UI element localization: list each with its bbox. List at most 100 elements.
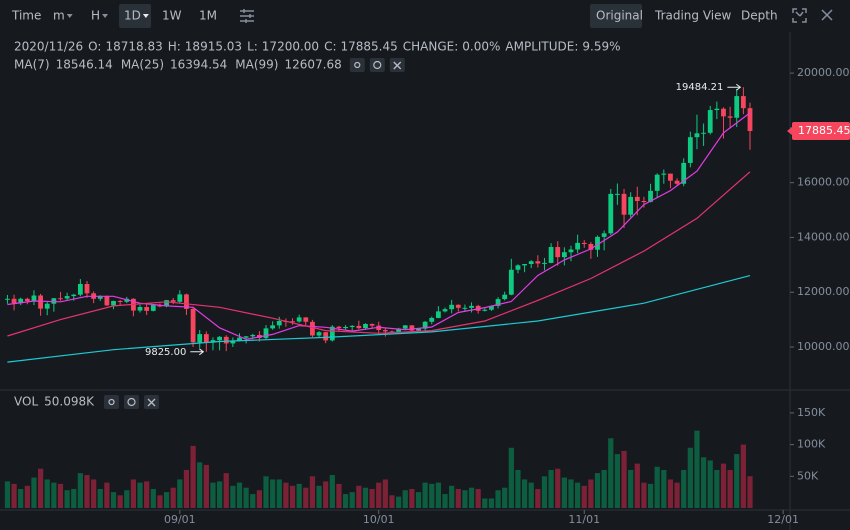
volume-bar	[91, 479, 97, 508]
candle-body	[561, 252, 567, 258]
y-tick-label: 10000.00	[797, 340, 850, 353]
interval-button[interactable]: m	[53, 9, 65, 23]
candle-body	[190, 308, 196, 343]
eye-glyph	[108, 398, 115, 406]
volume-bar	[197, 462, 203, 508]
legend-value: 9.59%	[582, 40, 620, 54]
candle-body	[64, 296, 70, 299]
candle-body	[542, 262, 547, 264]
interval-button[interactable]: 1W	[162, 9, 182, 23]
candle-body	[164, 300, 169, 307]
volume-bar	[734, 454, 740, 508]
volume-bar	[289, 485, 296, 508]
volume-bar	[316, 485, 322, 508]
view-button[interactable]: Trading View	[654, 9, 732, 23]
volume-bar	[64, 490, 70, 508]
volume-bar	[614, 454, 620, 508]
candle-body	[5, 298, 10, 300]
candle-body	[515, 265, 521, 270]
volume-bar	[24, 485, 30, 508]
volume-bar	[435, 482, 441, 508]
candle-body	[217, 336, 222, 341]
interval-button[interactable]: 1M	[199, 9, 217, 23]
x-tick-label: 11/01	[568, 513, 600, 526]
view-button[interactable]: Original	[596, 9, 643, 23]
volume-bar	[714, 469, 720, 508]
y-tick-label: 16000.00	[797, 176, 850, 189]
candle-body	[714, 108, 720, 111]
settings-button[interactable]	[369, 58, 385, 72]
volume-bar	[270, 479, 276, 508]
volume-bar	[740, 444, 746, 508]
candle-body	[250, 334, 256, 337]
candle-body	[687, 137, 693, 163]
volume-bar	[342, 494, 349, 508]
candle-body	[502, 294, 508, 300]
volume-bar	[124, 490, 130, 508]
indicator-icon[interactable]	[240, 9, 254, 23]
fullscreen-icon[interactable]	[792, 8, 807, 23]
volume-bar	[389, 495, 395, 508]
moving-average-line	[7, 171, 751, 337]
view-button[interactable]: Depth	[741, 9, 778, 23]
legend-date: 2020/11/26	[14, 40, 83, 54]
candle-body	[621, 193, 627, 215]
candle-body	[568, 249, 574, 253]
interval-button[interactable]: Time	[11, 9, 41, 23]
settings-button[interactable]	[124, 395, 139, 409]
y-tick-label: 20000.00	[797, 66, 850, 79]
volume-bar	[230, 485, 236, 508]
legend-key: L:	[247, 40, 258, 54]
volume-bar	[462, 490, 468, 508]
eye-button[interactable]	[349, 58, 365, 72]
volume-bar	[177, 479, 183, 508]
candle-body	[144, 307, 150, 311]
volume-bar	[223, 473, 229, 508]
volume-bar	[515, 469, 521, 508]
annotation-arrow	[190, 348, 205, 356]
candle-body	[329, 326, 335, 341]
volume-bar	[442, 494, 448, 508]
annotation-arrow	[727, 83, 742, 91]
candle-body	[595, 236, 600, 250]
x-tick-label: 10/01	[363, 513, 395, 526]
interval-button[interactable]: 1D	[124, 9, 141, 23]
volume-tick-label: 150K	[797, 406, 826, 419]
volume-bar	[541, 476, 548, 508]
volume-bar	[256, 490, 262, 508]
price-annotation: 19484.21	[676, 82, 724, 93]
volume-bar	[51, 482, 57, 508]
candle-body	[237, 337, 242, 341]
volume-bar	[449, 485, 455, 508]
candle-body	[422, 321, 428, 329]
eye-button[interactable]	[104, 395, 119, 409]
candle-body	[210, 340, 216, 343]
close-icon[interactable]	[821, 9, 833, 21]
candle-body	[303, 317, 309, 322]
volume-bar	[674, 482, 680, 508]
volume-bar	[130, 479, 137, 508]
candle-body	[648, 190, 653, 202]
volume-bar	[71, 488, 77, 508]
candle-body	[184, 294, 189, 309]
candle-body	[740, 96, 746, 109]
candle-body	[674, 180, 680, 184]
candle-body	[18, 298, 24, 304]
plot-area: 19484.21 9825.00 2020/11/26 O: 18718.83 H: 189…	[4, 40, 753, 508]
volume-bar	[77, 473, 83, 508]
candle-body	[469, 305, 474, 308]
last-price-label: 17885.45	[798, 124, 850, 137]
volume-bar	[568, 479, 574, 508]
volume-bar	[588, 479, 594, 508]
candle-body	[489, 305, 494, 310]
volume-bar	[402, 490, 408, 508]
interval-button[interactable]: H	[91, 9, 100, 23]
volume-tick-label: 50K	[797, 469, 819, 482]
volume-bar	[150, 488, 156, 508]
volume-bar	[634, 463, 640, 508]
candle-body	[442, 309, 448, 312]
candle-body	[628, 196, 634, 215]
candle-body	[382, 330, 388, 332]
volume-bar	[263, 476, 269, 508]
